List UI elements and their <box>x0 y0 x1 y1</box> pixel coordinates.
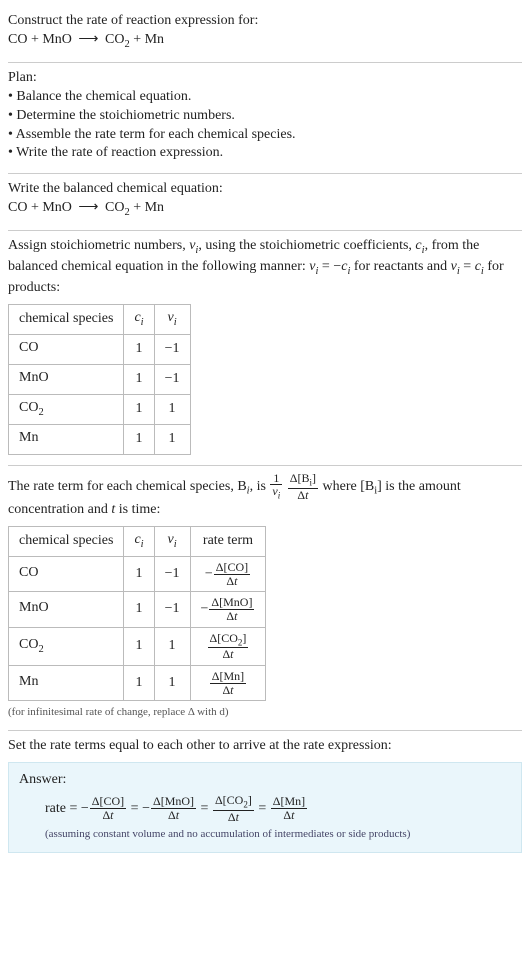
plan-item: • Assemble the rate term for each chemic… <box>8 126 522 145</box>
intro-title: Construct the rate of reaction expressio… <box>8 12 522 31</box>
table-header-row: chemical species ci νi <box>9 305 191 335</box>
table-row: Mn 1 1 Δ[Mn]Δt <box>9 665 266 700</box>
table-row: Mn11 <box>9 424 191 454</box>
table-row: MnO 1 −1 −Δ[MnO]Δt <box>9 592 266 627</box>
plan-section: Plan: • Balance the chemical equation. •… <box>8 63 522 174</box>
assumption-note: (assuming constant volume and no accumul… <box>19 827 511 842</box>
final-section: Set the rate terms equal to each other t… <box>8 731 522 863</box>
final-heading: Set the rate terms equal to each other t… <box>8 737 522 756</box>
rate-expression: rate = −Δ[CO]Δt = −Δ[MnO]Δt = Δ[CO2]Δt =… <box>19 794 511 823</box>
rateterm-table: chemical species ci νi rate term CO 1 −1… <box>8 526 266 701</box>
intro-equation: CO + MnO ⟶ CO2 + Mn <box>8 31 522 52</box>
plan-item: • Write the rate of reaction expression. <box>8 144 522 163</box>
arrow-icon: ⟶ <box>75 31 101 50</box>
plan-heading: Plan: <box>8 69 522 88</box>
table-header-row: chemical species ci νi rate term <box>9 527 266 557</box>
arrow-icon: ⟶ <box>75 199 101 218</box>
answer-box: Answer: rate = −Δ[CO]Δt = −Δ[MnO]Δt = Δ[… <box>8 762 522 853</box>
plan-item: • Balance the chemical equation. <box>8 88 522 107</box>
table-row: MnO1−1 <box>9 364 191 394</box>
eq-rhs-a: CO <box>105 32 124 47</box>
rateterm-section: The rate term for each chemical species,… <box>8 466 522 731</box>
stoich-table: chemical species ci νi CO1−1 MnO1−1 CO21… <box>8 304 191 455</box>
frac-one-over-nu: 1 νi <box>269 472 283 501</box>
balanced-heading: Write the balanced chemical equation: <box>8 180 522 199</box>
answer-label: Answer: <box>19 771 511 790</box>
table-row: CO 1 −1 −Δ[CO]Δt <box>9 557 266 592</box>
table-row: CO1−1 <box>9 334 191 364</box>
col-ci: ci <box>124 305 154 335</box>
table-row: CO2 1 1 Δ[CO2]Δt <box>9 627 266 665</box>
stoich-section: Assign stoichiometric numbers, νi, using… <box>8 231 522 466</box>
rateterm-para: The rate term for each chemical species,… <box>8 472 522 520</box>
plan-item: • Determine the stoichiometric numbers. <box>8 107 522 126</box>
infinitesimal-note: (for infinitesimal rate of change, repla… <box>8 705 522 720</box>
col-species: chemical species <box>9 305 124 335</box>
balanced-equation: CO + MnO ⟶ CO2 + Mn <box>8 199 522 220</box>
intro-section: Construct the rate of reaction expressio… <box>8 6 522 63</box>
eq-lhs: CO + MnO <box>8 32 72 47</box>
balanced-section: Write the balanced chemical equation: CO… <box>8 174 522 231</box>
frac-dBidt: Δ[Bi] Δt <box>287 472 319 501</box>
table-row: CO211 <box>9 394 191 424</box>
col-nui: νi <box>154 305 190 335</box>
eq-rhs-b: + Mn <box>130 32 164 47</box>
stoich-para: Assign stoichiometric numbers, νi, using… <box>8 237 522 298</box>
